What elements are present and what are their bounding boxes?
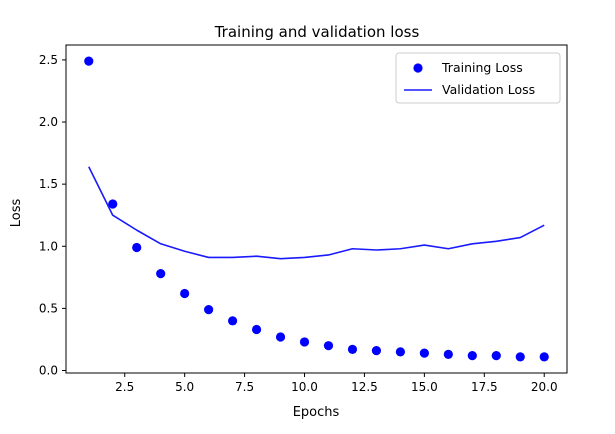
data-point-training-loss	[156, 269, 166, 279]
data-point-training-loss	[419, 348, 429, 358]
legend: Training Loss Validation Loss	[395, 52, 561, 104]
data-point-training-loss	[228, 316, 238, 326]
legend-label: Training Loss	[441, 60, 523, 75]
x-tick-label: 10.0	[291, 380, 318, 394]
data-point-training-loss	[251, 324, 262, 335]
chart-title: Training and validation loss	[214, 23, 420, 41]
y-tick-label: 1.5	[39, 177, 58, 191]
x-tick-label: 7.5	[235, 380, 254, 394]
plot-area: 2.5 5.0 7.5 10.0 12.5 15.0 17.5 20.0 0.0 0.5 1.0 1.…	[39, 44, 568, 394]
data-point-training-loss	[180, 288, 190, 299]
y-tick-label: 0.0	[39, 364, 58, 378]
data-point-training-loss	[84, 56, 94, 66]
legend-label: Validation Loss	[442, 82, 535, 97]
x-axis-label: Epochs	[293, 405, 340, 420]
data-point-training-loss	[539, 352, 549, 362]
y-tick-label: 2.0	[39, 115, 58, 129]
data-point-training-loss	[371, 346, 382, 356]
x-tick-label: 12.5	[351, 380, 378, 394]
data-point-training-loss	[347, 344, 358, 354]
x-tick-label: 5.0	[175, 380, 194, 394]
x-tick-label: 20.0	[531, 380, 558, 394]
x-tick-label: 15.0	[411, 380, 438, 394]
data-point-training-loss	[443, 349, 453, 359]
data-point-training-loss	[204, 305, 214, 315]
data-point-training-loss	[299, 337, 310, 347]
legend-marker-training-loss	[413, 63, 423, 73]
data-point-training-loss	[515, 352, 525, 362]
plot-frame	[65, 44, 568, 374]
x-tick-label: 2.5	[115, 380, 134, 394]
data-point-training-loss	[323, 341, 334, 351]
data-point-training-loss	[491, 351, 501, 361]
data-point-training-loss	[132, 242, 142, 253]
y-tick-label: 0.5	[39, 301, 58, 315]
legend-box	[395, 52, 561, 104]
y-tick-label: 1.0	[39, 239, 58, 253]
data-point-training-loss	[108, 199, 118, 209]
data-point-training-loss	[395, 347, 405, 357]
data-point-training-loss	[467, 351, 477, 361]
x-tick-label: 17.5	[471, 380, 498, 394]
series-line-validation-loss	[88, 166, 545, 260]
data-point-training-loss	[275, 332, 286, 342]
y-tick-label: 2.5	[39, 53, 58, 67]
y-axis-label: Loss	[9, 199, 24, 228]
